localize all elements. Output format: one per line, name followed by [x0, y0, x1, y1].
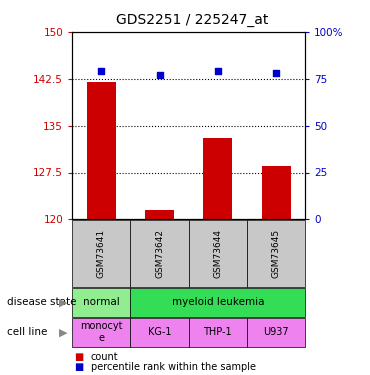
Text: disease state: disease state [7, 297, 77, 307]
Point [157, 72, 162, 78]
Text: GSM73644: GSM73644 [213, 229, 222, 278]
Text: THP-1: THP-1 [204, 327, 232, 337]
Text: ■: ■ [74, 362, 83, 372]
Point [273, 70, 279, 76]
Text: cell line: cell line [7, 327, 48, 337]
Text: U937: U937 [263, 327, 289, 337]
Text: count: count [91, 352, 118, 362]
Text: KG-1: KG-1 [148, 327, 171, 337]
Text: GSM73642: GSM73642 [155, 229, 164, 278]
Point [215, 68, 221, 74]
Text: ▶: ▶ [59, 297, 68, 307]
Text: GSM73645: GSM73645 [272, 229, 280, 278]
Bar [145, 210, 174, 219]
Text: ■: ■ [74, 352, 83, 362]
Point [98, 68, 104, 74]
Text: monocyt
e: monocyt e [80, 321, 122, 343]
Text: ▶: ▶ [59, 327, 68, 337]
Text: percentile rank within the sample: percentile rank within the sample [91, 362, 256, 372]
Text: GDS2251 / 225247_at: GDS2251 / 225247_at [116, 13, 269, 27]
Text: normal: normal [83, 297, 120, 307]
Text: GSM73641: GSM73641 [97, 229, 106, 278]
Text: myeloid leukemia: myeloid leukemia [172, 297, 264, 307]
Bar [262, 166, 291, 219]
Bar [87, 82, 116, 219]
Bar [203, 138, 232, 219]
